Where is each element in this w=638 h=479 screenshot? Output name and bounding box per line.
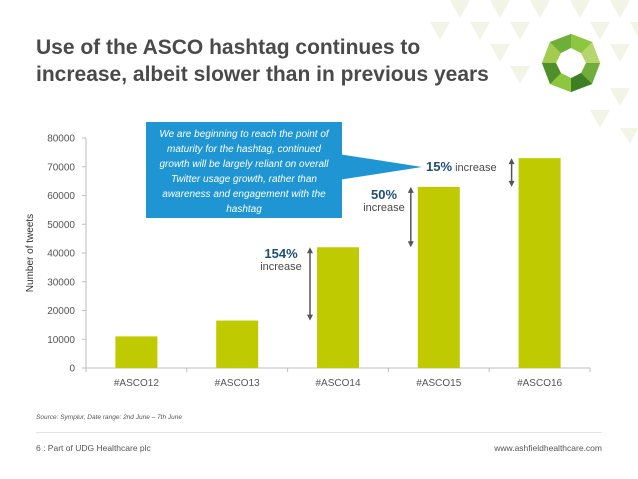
bar (115, 336, 158, 368)
growth-arrow-head (508, 180, 515, 187)
footer-website-link[interactable]: www.ashfieldhealthcare.com (494, 443, 602, 453)
y-axis: 0 10000 20000 30000 40000 50000 60000 70000 8000… (47, 134, 87, 375)
ashfield-logo-icon (542, 34, 600, 92)
growth-arrow-head (307, 247, 313, 254)
bar (417, 186, 460, 368)
y-tick-label: 30000 (47, 277, 75, 288)
bar (317, 247, 359, 368)
footer-page-info: 6 : Part of UDG Healthcare plc (36, 443, 151, 453)
footer-divider (36, 432, 602, 433)
annotation-text: increase (455, 162, 497, 174)
callout-pointer (338, 154, 422, 180)
annotation-15-percent: 15% increase (426, 159, 497, 174)
y-tick-label: 10000 (47, 335, 75, 346)
x-tick-label: #ASCO14 (315, 378, 360, 389)
y-tick-label: 70000 (47, 162, 75, 173)
y-tick-label: 50000 (47, 220, 75, 231)
x-tick-label: #ASCO16 (517, 378, 562, 389)
bar (518, 158, 561, 368)
growth-arrows (307, 158, 515, 321)
x-axis: #ASCO12 #ASCO13 #ASCO14 #ASCO15 #ASCO16 (85, 367, 591, 389)
bar (216, 320, 259, 368)
x-tick-label: #ASCO13 (215, 378, 260, 389)
x-tick-label: #ASCO12 (114, 378, 159, 389)
callout-box: We are beginning to reach the point of m… (146, 122, 342, 218)
slide-title: Use of the ASCO hashtag continues to inc… (36, 36, 489, 86)
y-tick-label: 40000 (47, 249, 75, 260)
annotation-percent: 50% (370, 187, 398, 202)
y-tick-label: 0 (69, 364, 75, 375)
growth-arrow-head (307, 314, 313, 321)
y-tick-label: 20000 (47, 306, 75, 317)
x-tick-label: #ASCO15 (416, 378, 461, 389)
annotation-154-percent: 154% increase (256, 246, 306, 273)
y-axis-title: Number of tweets (25, 214, 36, 292)
source-note: Source: Symplur, Date range: 2nd June – … (36, 414, 182, 421)
y-tick-label: 80000 (47, 134, 75, 145)
annotation-50-percent: 50% increase (358, 187, 410, 214)
annotation-percent: 15% (426, 159, 453, 174)
growth-arrow-head (407, 241, 414, 248)
bars (115, 158, 561, 368)
growth-arrow-head (508, 158, 515, 165)
annotation-text: increase (363, 202, 405, 214)
annotation-text: increase (260, 261, 302, 273)
growth-arrow-head (407, 186, 414, 193)
annotation-percent: 154% (264, 246, 298, 261)
background-triangle-pattern (430, 0, 638, 144)
y-tick-label: 60000 (47, 191, 75, 202)
